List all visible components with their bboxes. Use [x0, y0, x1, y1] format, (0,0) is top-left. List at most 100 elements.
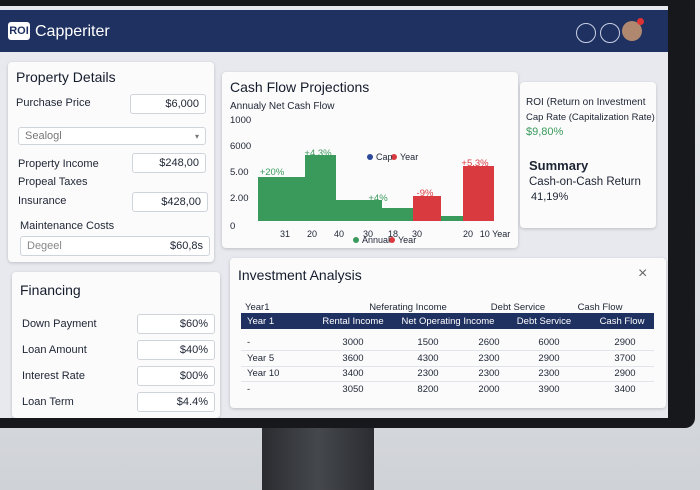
select-value: Sealogl [25, 130, 62, 142]
table-cell: 2900 [614, 337, 636, 348]
table-header-row [241, 313, 654, 329]
x-tick-label: 40 [333, 229, 345, 239]
table-pre-header: Cash Flow [577, 302, 623, 313]
text-input[interactable]: $4.4% [137, 392, 215, 412]
legend-dot [391, 154, 397, 160]
select-input[interactable]: Sealogl ▾ [18, 127, 206, 145]
app-name: Capperiter [35, 23, 110, 40]
bar-label: -9% [416, 188, 434, 199]
metric-label: Cash-on-Cash Return [529, 176, 641, 188]
panel-title: Cash Flow Projections [230, 79, 370, 95]
legend-label: Year [398, 235, 417, 245]
chart-subtitle: Annualy Net Cash Flow [230, 101, 335, 112]
x-tick-label: 10 Year [479, 229, 511, 239]
y-tick-label: 0 [230, 221, 236, 232]
y-tick-label: 1000 [230, 115, 252, 126]
table-pre-header: Neferating Income [369, 302, 447, 313]
field-label: Loan Amount [22, 344, 87, 356]
table-header-cell: Debt Service [516, 316, 572, 327]
panel-title: Investment Analysis [238, 267, 362, 283]
icon-button[interactable] [576, 23, 596, 43]
y-tick-label: 6000 [230, 141, 252, 152]
bar-label: +4.3% [304, 148, 332, 159]
table-cell: 2900 [614, 368, 636, 379]
x-tick-label: 30 [411, 229, 423, 239]
app-header: ROI Capperiter [0, 10, 668, 52]
bar-label: +20% [259, 167, 285, 178]
field-label: Property Income [18, 158, 99, 170]
cash-flow-chart [258, 154, 494, 243]
monitor-stand [262, 425, 374, 490]
financing-panel: Financing Down Payment $60% Loan Amount $40… [12, 272, 220, 418]
notification-badge [637, 18, 644, 25]
text-input[interactable]: Degeel $60,8s [20, 236, 210, 256]
table-pre-header: Debt Service [490, 302, 546, 313]
table-cell: 3400 [342, 368, 364, 379]
bar [382, 208, 413, 221]
x-tick-label: 18 [387, 229, 399, 239]
icon-button[interactable] [600, 23, 620, 43]
text-input[interactable]: $248,00 [132, 153, 206, 173]
field-label: Loan Term [22, 396, 74, 408]
text-input[interactable]: $40% [137, 340, 215, 360]
panel-title: Financing [20, 282, 81, 298]
table-cell: 3700 [614, 352, 636, 364]
legend-label: Annual [362, 235, 391, 245]
legend-dot [389, 237, 395, 243]
table-cell: 4300 [417, 352, 439, 364]
bar-label: +5.3% [461, 158, 489, 169]
table-cell: - [247, 337, 251, 348]
table-cell: 8200 [417, 383, 439, 395]
bar [463, 166, 494, 221]
bar [413, 196, 441, 221]
bar [258, 177, 305, 221]
field-label: Propeal Taxes [18, 176, 88, 188]
table-cell: 3400 [614, 383, 636, 395]
x-tick-label: 31 [279, 229, 291, 239]
table-header-cell: Cash Flow [599, 316, 645, 327]
table-header-cell: Net Operating Income [401, 316, 495, 327]
text-input[interactable]: $60% [137, 314, 215, 334]
y-tick-label: 2.00 [230, 193, 249, 204]
bar [336, 200, 382, 221]
row-divider [241, 381, 654, 382]
field-label: Purchase Price [16, 97, 91, 109]
summary-title: Summary [529, 158, 589, 173]
table-cell: 2000 [478, 383, 500, 395]
table-cell: - [247, 383, 251, 395]
legend-dot [367, 154, 373, 160]
close-button[interactable]: × [638, 265, 648, 282]
investment-analysis-panel: Investment Analysis × Year1 Neferating In… [230, 258, 666, 408]
table-cell: 1500 [417, 337, 439, 348]
text-input[interactable]: $00% [137, 366, 215, 386]
table-cell: 3600 [342, 352, 364, 364]
dropdown-caret: ▾ [194, 131, 199, 141]
table-cell: 2300 [478, 368, 500, 379]
legend-label: Cap [376, 152, 393, 162]
table-cell: 3900 [538, 383, 560, 395]
table-cell: Year 5 [247, 352, 275, 364]
property-details-panel: Property Details Purchase Price $6,000 S… [8, 62, 214, 262]
field-label: Insurance [18, 195, 67, 207]
table-header-cell: Year 1 [247, 316, 275, 327]
text-input[interactable]: $428,00 [132, 192, 208, 212]
text-input[interactable]: $6,000 [130, 94, 206, 114]
metric-value: 41,19% [531, 191, 569, 203]
roi-title: ROI (Return on Investment [526, 97, 646, 108]
panel-title: Property Details [16, 69, 116, 85]
row-divider [241, 350, 654, 351]
table-cell: 2900 [538, 352, 560, 364]
table-pre-header: Year1 [245, 302, 270, 313]
bar-label: +4% [368, 193, 388, 204]
y-tick-label: 5.00 [230, 167, 249, 178]
x-tick-label: 30 [362, 229, 374, 239]
roi-panel: ROI (Return on Investment Cap Rate (Capi… [520, 82, 656, 228]
table-cell: 2300 [478, 352, 500, 364]
table-cell: 3050 [342, 383, 364, 395]
table-cell: 2600 [478, 337, 500, 348]
table-cell: Year 10 [247, 368, 280, 379]
avatar[interactable] [622, 21, 642, 41]
table-header-cell: Rental Income [322, 316, 384, 327]
screen: ROI Capperiter Property Details Purchase… [0, 6, 668, 418]
logo: ROI [8, 22, 30, 40]
